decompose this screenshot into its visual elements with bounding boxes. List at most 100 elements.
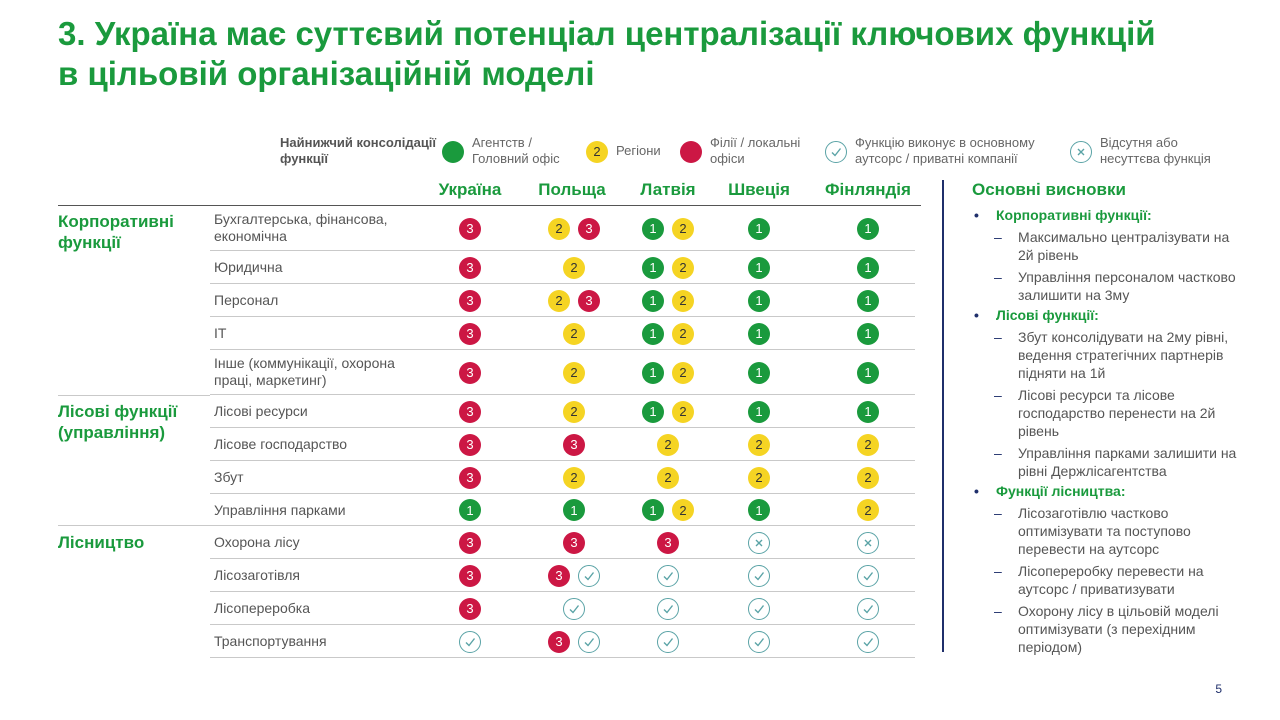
check-icon xyxy=(657,564,679,587)
table-cell xyxy=(657,564,679,587)
country-header-sweden: Швеція xyxy=(728,180,790,199)
group-forestry: Лісництво xyxy=(58,533,145,552)
check-icon xyxy=(857,597,879,620)
level-1-badge: 1 xyxy=(748,322,770,345)
header-divider xyxy=(58,205,921,206)
level-2-badge: 2 xyxy=(672,217,694,240)
table-cell: 2 xyxy=(563,361,585,384)
level-2-badge: 2 xyxy=(672,322,694,345)
table-cell xyxy=(657,630,679,653)
level-2-badge: 2 xyxy=(563,322,585,345)
level-2-icon: 2 xyxy=(586,141,608,163)
level-2-badge: 2 xyxy=(672,256,694,279)
table-cell: 2 xyxy=(748,466,770,489)
table-row: Інше (коммунікації, охорона праці, марке… xyxy=(210,350,915,395)
table-cell: 2 xyxy=(857,499,879,521)
table-cell xyxy=(857,564,879,587)
table-cell: 3 xyxy=(459,433,481,456)
level-1-badge: 1 xyxy=(857,400,879,423)
country-header-latvia: Латвія xyxy=(640,180,696,199)
table-cell: 3 xyxy=(459,564,481,587)
table-cell: 3 xyxy=(459,466,481,489)
table-cell: 1 xyxy=(748,289,770,312)
row-label: Бухгалтерська, фінансова, економічна xyxy=(214,211,388,244)
table-cell: 1 xyxy=(857,361,879,384)
table-cell xyxy=(748,597,770,620)
level-2-badge: 2 xyxy=(548,217,570,240)
table-cell: 1 xyxy=(748,217,770,240)
table-cell: 2 xyxy=(563,256,585,279)
check-icon xyxy=(748,564,770,587)
table-cell: 3 xyxy=(563,433,585,456)
check-icon xyxy=(657,630,679,653)
level-2-badge: 2 xyxy=(748,466,770,489)
conclusion-item: Лісові ресурси та лісове господарство пе… xyxy=(972,386,1242,440)
table-cell: 1 xyxy=(857,289,879,312)
slide-title: 3. Україна має суттєвий потенціал центра… xyxy=(58,15,1156,92)
table-cell: 2 xyxy=(857,433,879,456)
level-3-badge: 3 xyxy=(459,400,481,423)
level-2-badge: 2 xyxy=(672,400,694,423)
level-1-badge: 1 xyxy=(642,322,664,345)
level-2-badge: 2 xyxy=(857,466,879,489)
level-2-badge: 2 xyxy=(672,499,694,521)
table-row: Лісозаготівля 3 3 xyxy=(210,559,915,592)
level-2-badge: 2 xyxy=(657,466,679,489)
table-cell: 2 xyxy=(857,466,879,489)
level-3-badge: 3 xyxy=(459,361,481,384)
group-divider xyxy=(58,395,210,396)
check-icon xyxy=(563,597,585,620)
level-1-badge: 1 xyxy=(857,256,879,279)
table-cell: 2 xyxy=(657,466,679,489)
table-row: Охорона лісу 3 3 3 xyxy=(210,526,915,559)
conclusion-section-heading: Лісові функції: xyxy=(972,306,1242,324)
level-1-badge: 1 xyxy=(459,499,481,521)
conclusion-item: Управління парками залишити на рівні Дер… xyxy=(972,444,1242,480)
table-cell xyxy=(657,597,679,620)
level-1-badge: 1 xyxy=(642,217,664,240)
country-header-finland: Фінляндія xyxy=(825,180,911,199)
level-3-badge: 3 xyxy=(459,433,481,456)
table-cell: 1 xyxy=(748,322,770,345)
table-cell xyxy=(857,531,879,554)
level-2-badge: 2 xyxy=(748,433,770,456)
table-cell: 3 xyxy=(548,564,600,587)
row-label: Лісопереробка xyxy=(214,600,310,616)
level-3-badge: 3 xyxy=(578,217,600,240)
level-1-badge: 1 xyxy=(748,499,770,521)
level-1-badge: 1 xyxy=(748,289,770,312)
level-3-badge: 3 xyxy=(563,531,585,554)
country-header-poland: Польща xyxy=(538,180,606,199)
check-icon xyxy=(857,630,879,653)
level-1-icon xyxy=(442,141,464,163)
page-number: 5 xyxy=(1215,682,1222,696)
row-label: Лісове господарство xyxy=(214,436,348,452)
level-2-badge: 2 xyxy=(672,361,694,384)
level-3-badge: 3 xyxy=(459,322,481,345)
level-3-badge: 3 xyxy=(459,256,481,279)
check-icon xyxy=(748,597,770,620)
conclusion-section-heading: Функції лісництва: xyxy=(972,482,1242,500)
conclusion-section-heading: Корпоративні функції: xyxy=(972,206,1242,224)
level-3-badge: 3 xyxy=(459,289,481,312)
table-row: Юридична 3 2 1 2 1 1 xyxy=(210,251,915,284)
table-cell xyxy=(459,630,481,653)
row-label: Транспортування xyxy=(214,633,327,649)
table-cell xyxy=(748,531,770,554)
country-header-ukraine: Україна xyxy=(438,180,502,199)
table-cell: 3 xyxy=(563,531,585,554)
level-3-badge: 3 xyxy=(548,564,570,587)
table-cell: 1 xyxy=(748,499,770,521)
group-corporate: Корпоративні функції xyxy=(58,212,174,252)
conclusions-title: Основні висновки xyxy=(972,180,1126,199)
level-3-badge: 3 xyxy=(657,531,679,554)
conclusion-item: Охорону лісу в цільовій моделі оптимізув… xyxy=(972,602,1242,656)
conclusion-item: Лісозаготівлю частково оптимізувати та п… xyxy=(972,504,1242,558)
level-3-badge: 3 xyxy=(459,217,481,240)
row-label: Лісові ресурси xyxy=(214,403,308,419)
